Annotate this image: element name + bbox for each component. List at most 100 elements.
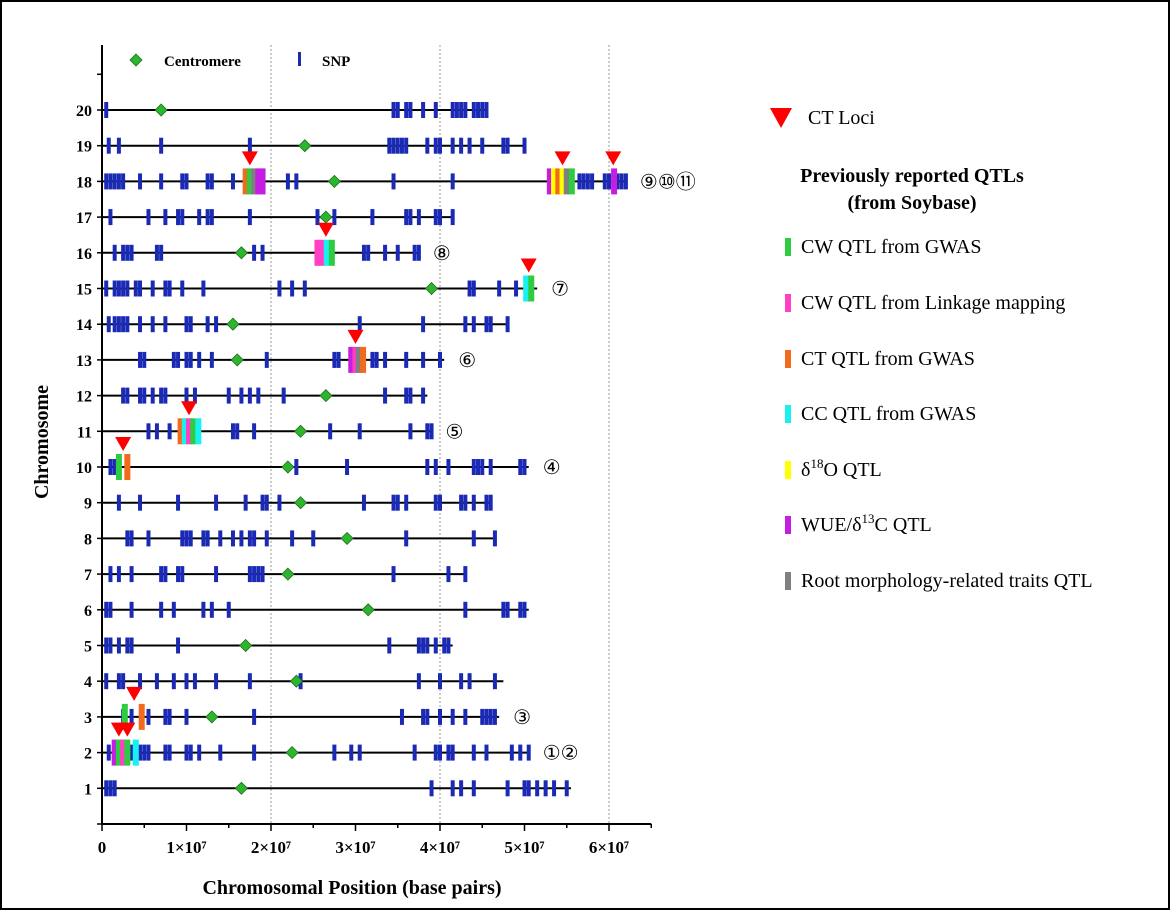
y-tick-label: 16 [76, 246, 92, 263]
snp-marker [450, 780, 455, 797]
snp-marker [125, 316, 130, 333]
legend-label-cw_gwas: CW QTL from GWAS [801, 236, 982, 258]
snp-marker [463, 102, 468, 118]
qtl-bar-cc [181, 418, 188, 445]
snp-marker [585, 173, 590, 190]
snp-marker [408, 102, 413, 118]
snp-marker [459, 137, 464, 154]
snp-marker [201, 601, 206, 618]
snp-marker [484, 744, 489, 761]
snp-marker [256, 387, 261, 404]
snp-marker [421, 316, 426, 333]
snp-marker [509, 744, 514, 761]
snp-marker [370, 209, 375, 226]
chromosome-1 [102, 780, 571, 797]
snp-marker [357, 316, 362, 333]
snp-marker [104, 601, 109, 618]
snp-marker [256, 566, 261, 583]
snp-marker [383, 387, 388, 404]
snp-marker [522, 780, 527, 797]
snp-marker [425, 708, 430, 725]
snp-marker [277, 280, 282, 297]
snp-marker [197, 351, 202, 368]
snp-marker [104, 102, 109, 118]
snp-marker [518, 601, 523, 618]
centromere-marker [294, 496, 308, 510]
snp-marker [214, 316, 219, 333]
snp-marker [150, 280, 155, 297]
x-tick-label: 5×10⁷ [504, 838, 544, 857]
centromere-marker [226, 317, 240, 331]
ct-locus-marker [241, 151, 258, 166]
snp-marker [252, 244, 257, 261]
snp-marker [247, 673, 252, 690]
chromosome-16 [102, 244, 421, 261]
qtl-bar-cc [523, 275, 530, 302]
snp-marker [459, 494, 464, 511]
snp-marker [480, 102, 485, 118]
snp-marker [290, 530, 295, 547]
snp-marker [188, 316, 193, 333]
snp-marker [332, 744, 337, 761]
centromere-marker [289, 674, 303, 688]
legend-label-root: Root morphology-related traits QTL [801, 570, 1093, 592]
snp-marker [112, 244, 117, 261]
snp-marker [433, 494, 438, 511]
snp-marker [108, 601, 113, 618]
snp-marker [150, 316, 155, 333]
snp-marker [138, 351, 143, 368]
snp-marker [146, 530, 151, 547]
snp-marker [116, 494, 121, 511]
snp-marker [252, 744, 257, 761]
chromosome-20 [102, 102, 489, 118]
snp-marker [112, 316, 117, 333]
ct-locus-marker [181, 401, 198, 416]
snp-marker [408, 209, 413, 226]
centromere-marker [298, 139, 312, 153]
y-tick-label: 2 [84, 746, 92, 763]
snp-marker [471, 530, 476, 547]
snp-marker [121, 280, 126, 297]
y-tick-label: 12 [76, 389, 92, 406]
snp-marker [501, 601, 506, 618]
qtl-bar-wue [255, 168, 262, 195]
snp-marker [121, 316, 126, 333]
ct-locus-marker [347, 329, 364, 344]
snp-marker [184, 387, 189, 404]
snp-marker [590, 173, 595, 190]
snp-marker [349, 744, 354, 761]
y-tick-label: 14 [76, 317, 92, 334]
snp-marker [615, 173, 620, 190]
snp-marker [277, 494, 282, 511]
snp-marker [167, 744, 172, 761]
snp-marker [108, 173, 113, 190]
snp-marker [163, 209, 168, 226]
snp-marker [184, 708, 189, 725]
snp-marker [180, 173, 185, 190]
snp-marker [459, 673, 464, 690]
snp-marker [125, 637, 130, 654]
snp-marker [484, 708, 489, 725]
snp-marker [159, 137, 164, 154]
snp-marker [108, 637, 113, 654]
snp-marker [171, 601, 176, 618]
snp-marker [104, 280, 109, 297]
y-tick-label: 19 [76, 139, 92, 156]
chromosome-19 [102, 137, 527, 154]
snp-marker [142, 351, 147, 368]
y-tick-label: 3 [84, 710, 92, 727]
centromere-marker [424, 281, 439, 296]
ct-locus-marker [126, 686, 143, 701]
snp-marker [252, 530, 257, 547]
snp-marker [315, 209, 320, 226]
snp-marker [607, 173, 611, 190]
legend-label-ct: CT QTL from GWAS [801, 348, 975, 370]
snp-marker [366, 244, 371, 261]
qtl-bar-ct [360, 346, 367, 373]
snp-marker [476, 459, 481, 475]
snp-marker [235, 423, 240, 440]
centromere-marker [285, 746, 299, 760]
snp-marker [357, 744, 362, 761]
y-tick-label: 4 [84, 674, 92, 691]
centromere-marker [230, 353, 244, 367]
